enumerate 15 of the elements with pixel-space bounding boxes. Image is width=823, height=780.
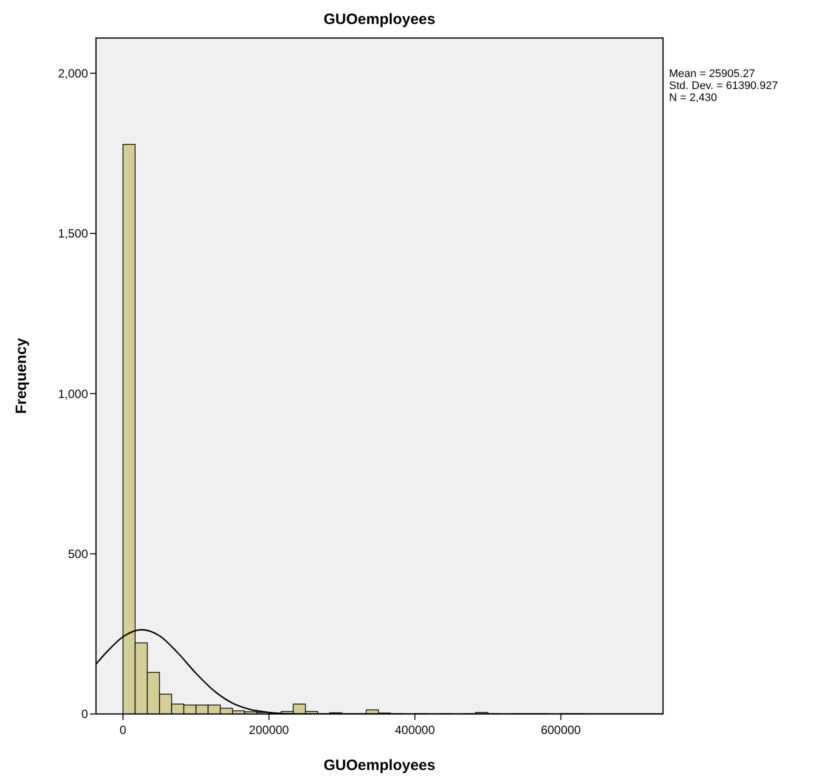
chart-title: GUOemployees — [324, 11, 436, 28]
y-tick-label: 1,000 — [58, 386, 88, 401]
text: N = 2,430 — [669, 92, 718, 104]
text: Mean = 25905.27 — [669, 68, 755, 80]
text: Std. Dev. = 61390.927 — [669, 80, 778, 92]
x-tick-label: 0 — [120, 723, 127, 737]
x-tick-label: 600000 — [540, 723, 582, 737]
y-tick-label: 1,500 — [58, 226, 88, 241]
x-tick-label: 200000 — [248, 723, 290, 737]
y-tick-label: 500 — [68, 547, 88, 562]
y-axis-title: Frequency — [13, 337, 30, 414]
y-tick-label: 0 — [81, 707, 88, 722]
x-axis-title: GUOemployees — [324, 757, 436, 774]
x-tick-label: 400000 — [394, 723, 436, 737]
y-tick-label: 2,000 — [58, 66, 88, 80]
